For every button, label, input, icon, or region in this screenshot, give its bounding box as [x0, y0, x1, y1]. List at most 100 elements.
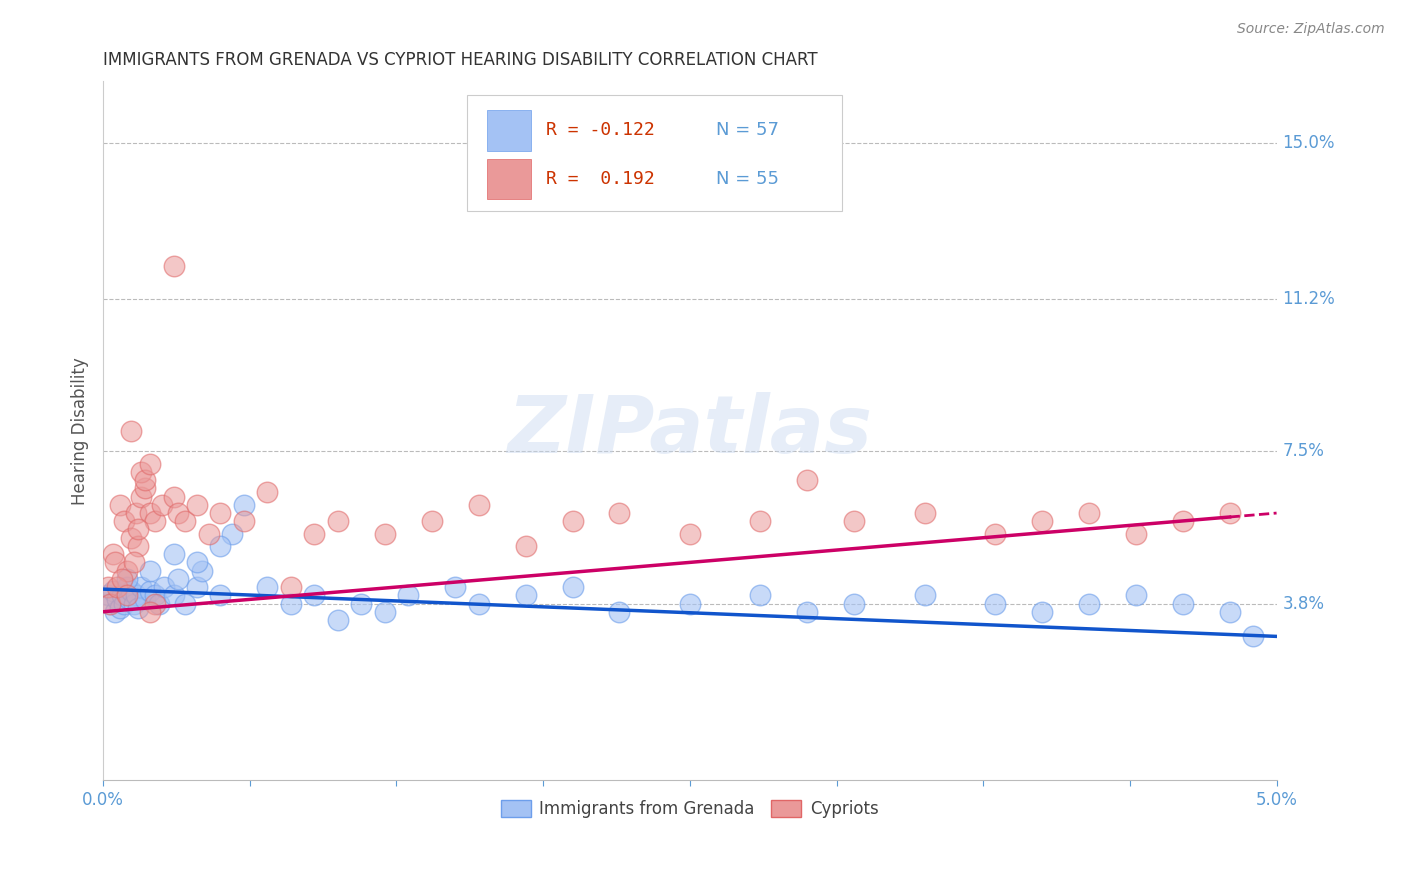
Point — [326, 514, 349, 528]
Point — [129, 490, 152, 504]
Point — [444, 580, 467, 594]
Point — [97, 588, 120, 602]
Point — [148, 597, 170, 611]
Bar — [486, 110, 531, 151]
Point — [127, 600, 149, 615]
Point — [1219, 605, 1241, 619]
Point — [122, 555, 145, 569]
Point — [232, 498, 254, 512]
Text: ZIPatlas: ZIPatlas — [508, 392, 872, 470]
Point — [115, 588, 138, 602]
Point — [125, 506, 148, 520]
Point — [209, 539, 232, 553]
Point — [104, 555, 127, 569]
Point — [167, 572, 190, 586]
Text: 7.5%: 7.5% — [1282, 442, 1324, 460]
Point — [420, 514, 443, 528]
Point — [134, 473, 156, 487]
Point — [679, 526, 702, 541]
Point — [139, 584, 162, 599]
Point — [609, 605, 631, 619]
Y-axis label: Hearing Disability: Hearing Disability — [72, 357, 89, 505]
Text: R =  0.192: R = 0.192 — [546, 170, 654, 188]
Point — [167, 506, 190, 520]
Text: 15.0%: 15.0% — [1282, 134, 1334, 152]
Point — [749, 514, 772, 528]
Point — [609, 506, 631, 520]
Point — [749, 588, 772, 602]
Point — [326, 613, 349, 627]
Point — [139, 457, 162, 471]
Text: N = 55: N = 55 — [716, 170, 779, 188]
Point — [396, 588, 419, 602]
Point — [143, 597, 166, 611]
Point — [111, 572, 134, 586]
Point — [280, 580, 302, 594]
Text: Source: ZipAtlas.com: Source: ZipAtlas.com — [1237, 22, 1385, 37]
Point — [105, 592, 128, 607]
Point — [115, 564, 138, 578]
Point — [143, 588, 166, 602]
Point — [112, 514, 135, 528]
Point — [561, 514, 583, 528]
Point — [796, 605, 818, 619]
Point — [115, 572, 138, 586]
Point — [115, 580, 138, 594]
Point — [143, 514, 166, 528]
Point — [120, 424, 142, 438]
Point — [1031, 605, 1053, 619]
Point — [984, 526, 1007, 541]
Point — [139, 506, 162, 520]
Point — [280, 597, 302, 611]
Point — [120, 584, 142, 599]
Point — [374, 605, 396, 619]
Point — [842, 514, 865, 528]
Text: N = 57: N = 57 — [716, 121, 779, 139]
Point — [209, 588, 232, 602]
Point — [796, 473, 818, 487]
Point — [221, 526, 243, 541]
Point — [842, 597, 865, 611]
Point — [232, 514, 254, 528]
Point — [174, 597, 197, 611]
Point — [256, 485, 278, 500]
Point — [304, 526, 326, 541]
Point — [1031, 514, 1053, 528]
Point — [174, 514, 197, 528]
Point — [914, 588, 936, 602]
Point — [374, 526, 396, 541]
Point — [1171, 514, 1194, 528]
Point — [1241, 629, 1264, 643]
Text: R = -0.122: R = -0.122 — [546, 121, 654, 139]
Point — [1125, 588, 1147, 602]
Point — [304, 588, 326, 602]
Point — [1171, 597, 1194, 611]
Point — [105, 580, 128, 594]
Point — [162, 490, 184, 504]
Point — [561, 580, 583, 594]
Point — [197, 526, 219, 541]
Text: 3.8%: 3.8% — [1282, 594, 1324, 613]
Point — [97, 580, 120, 594]
Point — [186, 555, 208, 569]
Point — [101, 584, 124, 599]
Point — [111, 588, 134, 602]
Point — [150, 498, 173, 512]
Point — [139, 605, 162, 619]
Legend: Immigrants from Grenada, Cypriots: Immigrants from Grenada, Cypriots — [495, 793, 886, 824]
Point — [108, 600, 131, 615]
Point — [1077, 597, 1099, 611]
Point — [162, 588, 184, 602]
Point — [129, 580, 152, 594]
Point — [186, 498, 208, 512]
Bar — [486, 159, 531, 200]
Point — [256, 580, 278, 594]
Point — [125, 588, 148, 602]
Point — [1077, 506, 1099, 520]
Text: IMMIGRANTS FROM GRENADA VS CYPRIOT HEARING DISABILITY CORRELATION CHART: IMMIGRANTS FROM GRENADA VS CYPRIOT HEARI… — [103, 51, 818, 69]
Point — [467, 498, 489, 512]
Point — [162, 260, 184, 274]
Point — [984, 597, 1007, 611]
Point — [98, 597, 121, 611]
Point — [118, 592, 141, 607]
